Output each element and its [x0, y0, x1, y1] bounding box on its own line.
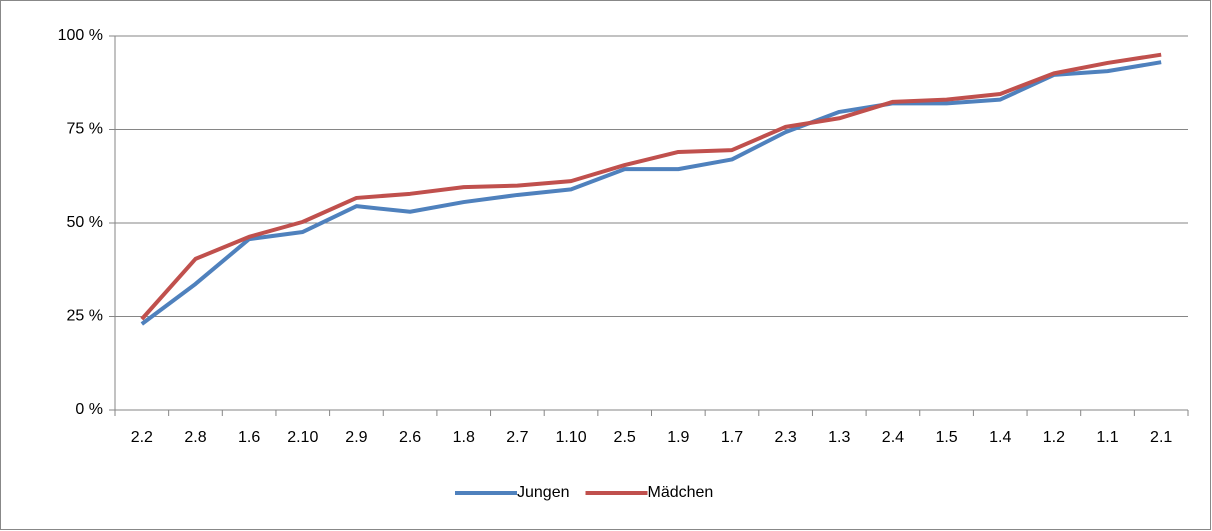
x-tick-label: 1.3 — [828, 429, 850, 446]
x-tick-label: 1.1 — [1096, 429, 1118, 446]
x-tick-label: 1.5 — [935, 429, 957, 446]
x-tick-label: 2.10 — [287, 429, 318, 446]
series-line — [140, 52, 1162, 321]
y-tick-label: 50 % — [67, 214, 103, 231]
x-tick-label: 1.4 — [989, 429, 1011, 446]
x-tick-label: 2.1 — [1150, 429, 1172, 446]
legend-label: Mädchen — [648, 484, 714, 501]
x-tick-label: 1.7 — [721, 429, 743, 446]
x-tick-label: 2.4 — [882, 429, 904, 446]
x-tick-label: 2.9 — [345, 429, 367, 446]
x-tick-label: 2.2 — [131, 429, 153, 446]
x-tick-label: 2.7 — [506, 429, 528, 446]
y-tick-label: 75 % — [67, 121, 103, 138]
y-tick-label: 25 % — [67, 308, 103, 325]
y-tick-label: 100 % — [58, 27, 103, 44]
legend-label: Jungen — [517, 484, 570, 501]
x-tick-label: 2.5 — [614, 429, 636, 446]
x-tick-label: 2.8 — [184, 429, 206, 446]
x-tick-label: 1.6 — [238, 429, 260, 446]
x-tick-label: 2.3 — [775, 429, 797, 446]
x-tick-label: 1.10 — [555, 429, 586, 446]
x-tick-label: 1.2 — [1043, 429, 1065, 446]
y-tick-label: 0 % — [75, 401, 103, 418]
x-tick-label: 1.8 — [453, 429, 475, 446]
x-tick-label: 1.9 — [667, 429, 689, 446]
x-tick-label: 2.6 — [399, 429, 421, 446]
series-line — [140, 60, 1162, 326]
